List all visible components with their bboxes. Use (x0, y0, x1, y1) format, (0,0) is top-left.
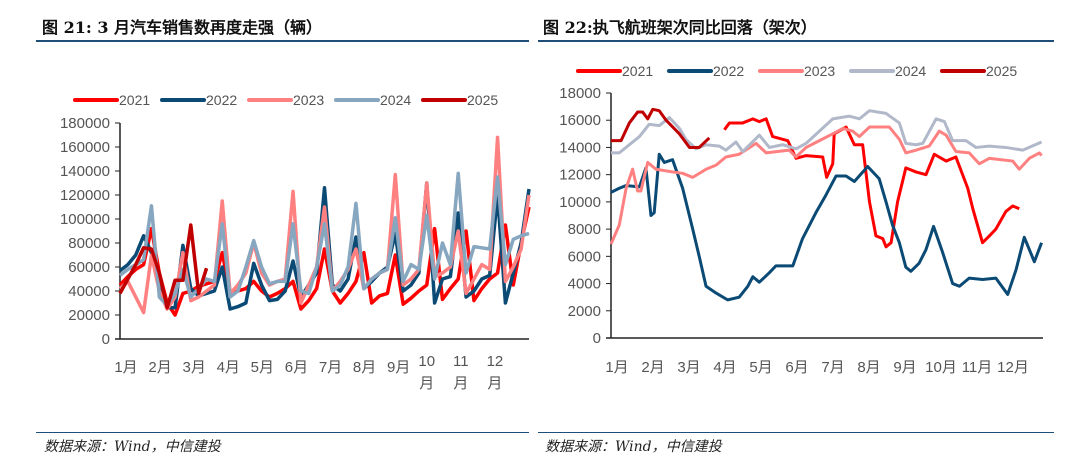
x-tick-label: 2月 (641, 359, 664, 376)
y-tick-label: 10000 (559, 194, 601, 211)
x-tick-label-line: 7月 (821, 359, 844, 376)
y-tick-label: 100000 (60, 211, 110, 228)
x-tick-label-line: 月 (453, 375, 468, 392)
legend-label-2025: 2025 (467, 92, 498, 108)
x-tick-label-line: 11 (453, 353, 469, 370)
x-tick-label: 5月 (749, 359, 772, 376)
x-tick-label-line: 5月 (251, 359, 274, 376)
legend-label-2021: 2021 (622, 63, 653, 79)
x-tick-label-line: 5月 (749, 359, 772, 376)
x-tick-label-line: 10 (418, 353, 435, 370)
y-tick-label: 16000 (559, 112, 601, 129)
x-tick-label-line: 月 (487, 375, 502, 392)
legend-label-2023: 2023 (293, 92, 324, 108)
x-tick-label: 7月 (319, 359, 342, 376)
x-tick-label-line: 月 (419, 375, 434, 392)
x-tick-label-line: 7月 (319, 359, 342, 376)
x-tick-label: 4月 (217, 359, 240, 376)
left-chart: 0 20000 40000 60000 80000 100000 120000 140000 1… (60, 92, 531, 392)
legend-label-2023: 2023 (804, 63, 835, 79)
x-tick-label-line: 1月 (605, 359, 628, 376)
legend-label-2022: 2022 (713, 63, 744, 79)
y-tick-label: 8000 (568, 221, 601, 238)
x-tick-label: 2月 (148, 359, 171, 376)
x-tick-label-line: 4月 (217, 359, 240, 376)
left-title-rule (36, 40, 529, 42)
x-tick-label: 11 月 (453, 353, 469, 392)
y-tick-label: 0 (102, 331, 110, 348)
series-line-2021 (723, 117, 1020, 249)
right-footer-rule (538, 432, 1054, 433)
x-tick-label: 6月 (285, 359, 308, 376)
x-tick-label-line: 2月 (641, 359, 664, 376)
y-tick-label: 0 (593, 330, 601, 347)
x-tick-label: 9月 (893, 359, 916, 376)
series-line-2024 (118, 171, 530, 308)
x-tick-label-line: 11月 (962, 359, 993, 376)
x-tick-label: 8月 (353, 359, 376, 376)
right-source: 数据来源：Wind，中信建投 (545, 439, 722, 455)
y-tick-label: 40000 (68, 283, 110, 300)
right-chart: 0 2000 4000 6000 8000 10000 12000 14000 16000 180… (559, 63, 1043, 376)
x-tick-label: 1月 (605, 359, 628, 376)
x-tick-label-line: 9月 (893, 359, 916, 376)
x-tick-label: 3月 (182, 359, 205, 376)
y-tick-label: 140000 (60, 163, 110, 180)
x-tick-label-line: 3月 (677, 359, 700, 376)
x-tick-label-line: 6月 (785, 359, 808, 376)
x-tick-label-line: 12月 (997, 359, 1029, 376)
x-tick-label-line: 4月 (713, 359, 736, 376)
x-tick-label: 10 月 (418, 353, 435, 392)
y-tick-label: 160000 (60, 139, 110, 156)
x-tick-label-line: 1月 (114, 359, 137, 376)
x-tick-label-line: 8月 (353, 359, 376, 376)
y-tick-label: 6000 (568, 248, 601, 265)
left-source: 数据来源：Wind，中信建投 (44, 439, 221, 455)
right-title-rule (538, 40, 1054, 42)
x-tick-label: 1月 (114, 359, 137, 376)
x-tick-label-line: 3月 (182, 359, 205, 376)
x-tick-label: 9月 (387, 359, 410, 376)
x-tick-label-line: 2月 (148, 359, 171, 376)
legend-label-2024: 2024 (380, 92, 411, 108)
x-tick-label: 6月 (785, 359, 808, 376)
x-tick-label-line: 10月 (925, 359, 957, 376)
y-tick-label: 12000 (559, 167, 601, 184)
x-tick-label: 10月 (925, 359, 957, 376)
series-line-2024 (611, 109, 1043, 155)
x-tick-label: 12月 (997, 359, 1029, 376)
y-tick-label: 80000 (68, 235, 110, 252)
y-tick-label: 4000 (568, 276, 601, 293)
x-tick-label: 11月 (962, 359, 993, 376)
x-tick-label: 7月 (821, 359, 844, 376)
y-tick-label: 18000 (559, 85, 601, 102)
legend-label-2025: 2025 (986, 63, 1017, 79)
x-tick-label: 5月 (251, 359, 274, 376)
left-chart-title: 图 21: 3 月汽车销售数再度走强（辆） (42, 18, 323, 37)
x-tick-label: 4月 (713, 359, 736, 376)
y-tick-label: 180000 (60, 115, 110, 132)
series-line-2025 (118, 223, 209, 310)
legend-label-2022: 2022 (206, 92, 237, 108)
y-tick-label: 14000 (559, 139, 601, 156)
x-tick-label: 8月 (857, 359, 880, 376)
series-line-2025 (611, 107, 711, 149)
x-tick-label-line: 9月 (387, 359, 410, 376)
y-tick-label: 2000 (568, 303, 601, 320)
left-footer-rule (36, 432, 529, 433)
x-tick-label-line: 12 (487, 353, 504, 370)
right-chart-title: 图 22:执飞航班架次同比回落（架次） (543, 18, 817, 37)
x-tick-label-line: 8月 (857, 359, 880, 376)
x-tick-label-line: 6月 (285, 359, 308, 376)
legend-label-2024: 2024 (895, 63, 926, 79)
x-tick-label: 3月 (677, 359, 700, 376)
y-tick-label: 20000 (68, 307, 110, 324)
x-tick-label: 12 月 (487, 353, 504, 392)
series-line-2023 (609, 125, 1043, 245)
y-tick-label: 60000 (68, 259, 110, 276)
legend-label-2021: 2021 (119, 92, 150, 108)
y-tick-label: 120000 (60, 187, 110, 204)
series-line-2022 (610, 152, 1043, 302)
